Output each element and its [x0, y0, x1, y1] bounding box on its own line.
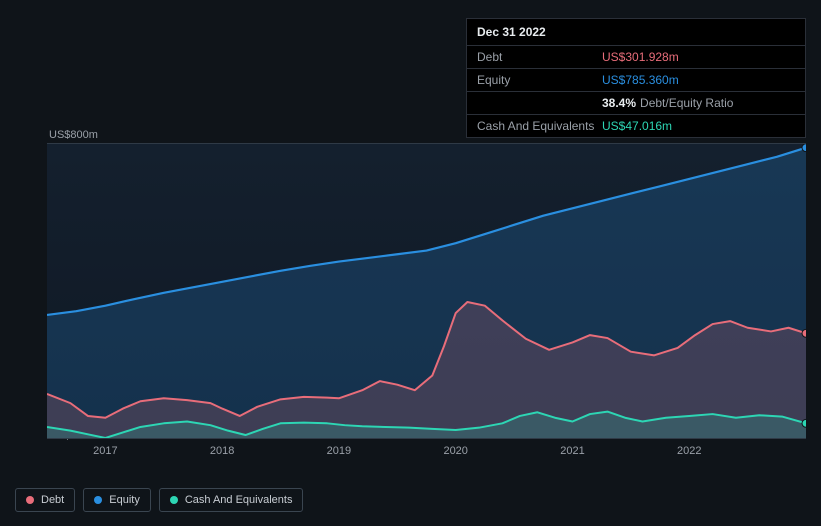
legend-item-cash[interactable]: Cash And Equivalents: [159, 488, 304, 512]
chart-plot-area[interactable]: [47, 143, 806, 439]
tooltip-label: Debt: [477, 50, 602, 64]
tooltip-date: Dec 31 2022: [467, 19, 805, 46]
tooltip-ratio-pct: 38.4%: [602, 96, 636, 110]
x-axis-tick: 2021: [560, 445, 584, 457]
chart-legend: Debt Equity Cash And Equivalents: [15, 488, 303, 512]
legend-dot: [170, 496, 178, 504]
legend-item-debt[interactable]: Debt: [15, 488, 75, 512]
x-axis-tick: 2017: [93, 445, 117, 457]
x-axis-tick: 2018: [210, 445, 234, 457]
chart-tooltip: Dec 31 2022 Debt US$301.928m Equity US$7…: [466, 18, 806, 138]
legend-item-equity[interactable]: Equity: [83, 488, 151, 512]
legend-dot: [26, 496, 34, 504]
legend-label: Equity: [109, 494, 140, 506]
chart[interactable]: US$800m US$0 201720182019202020212022: [15, 125, 806, 465]
tooltip-value: US$785.360m: [602, 73, 679, 87]
tooltip-label: Equity: [477, 73, 602, 87]
x-axis-tick: 2020: [443, 445, 467, 457]
legend-dot: [94, 496, 102, 504]
tooltip-row-ratio: 38.4% Debt/Equity Ratio: [467, 92, 805, 115]
tooltip-ratio-label: Debt/Equity Ratio: [640, 96, 733, 110]
tooltip-row-debt: Debt US$301.928m: [467, 46, 805, 69]
x-axis-tick: 2022: [677, 445, 701, 457]
tooltip-label: [477, 96, 602, 110]
tooltip-value: US$301.928m: [602, 50, 679, 64]
tooltip-row-equity: Equity US$785.360m: [467, 69, 805, 92]
chart-svg: [47, 144, 806, 438]
legend-label: Debt: [41, 494, 64, 506]
x-axis-tick: 2019: [327, 445, 351, 457]
legend-label: Cash And Equivalents: [185, 494, 293, 506]
